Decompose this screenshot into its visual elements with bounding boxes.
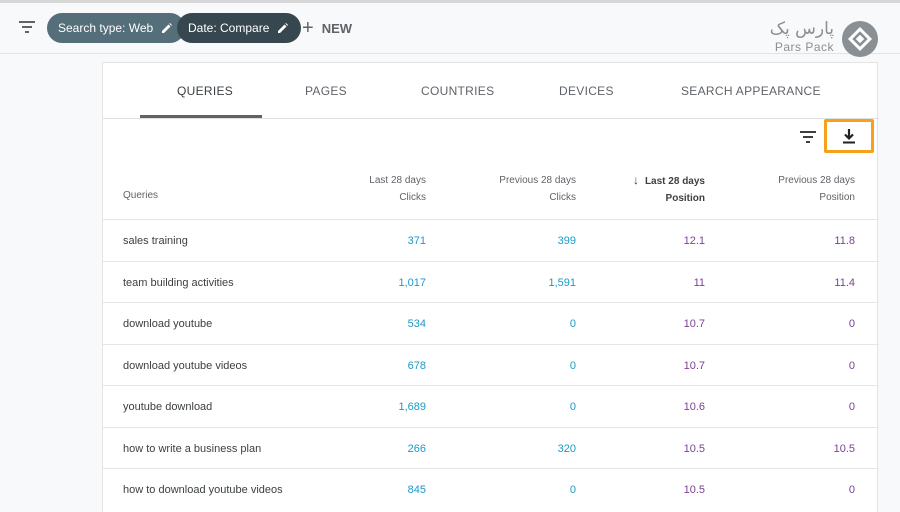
clicks-last28-cell: 845 [407, 484, 426, 496]
clicks-last28-cell: 266 [407, 442, 426, 455]
logo-text-fa: پارس پک [769, 19, 834, 39]
search-type-chip-label: Search type: Web [58, 21, 154, 35]
position-last28-cell: 11 [693, 276, 705, 289]
search-type-chip[interactable]: Search type: Web [47, 13, 186, 43]
filter-icon[interactable] [18, 19, 36, 35]
tab-search-appearance[interactable]: SEARCH APPEARANCE [681, 84, 821, 98]
table-row[interactable]: download youtube 534 0 10.7 0 [103, 302, 879, 344]
query-cell: sales training [123, 235, 188, 247]
header-queries: Queries [123, 190, 159, 201]
header-metric: Clicks [399, 192, 426, 203]
query-cell: how to write a business plan [123, 442, 262, 455]
position-prev28-cell: 0 [848, 401, 855, 413]
position-prev28-cell: 10.5 [833, 442, 855, 455]
query-cell: youtube download [123, 401, 213, 413]
clicks-prev28-cell: 0 [569, 484, 576, 496]
filter-bar: Search type: Web Date: Compare + NEW پار… [0, 0, 900, 57]
header-period: Last 28 days [369, 175, 426, 186]
clicks-prev28-cell: 1,591 [548, 276, 576, 289]
tab-countries[interactable]: COUNTRIES [421, 84, 495, 98]
tab-pages[interactable]: PAGES [305, 84, 347, 98]
header-prev28-clicks[interactable]: Previous 28 days Clicks [436, 172, 576, 206]
logo-mark-icon [842, 21, 878, 57]
clicks-last28-cell: 1,689 [398, 401, 426, 413]
position-last28-cell: 12.1 [683, 235, 705, 247]
clicks-prev28-cell: 320 [557, 442, 576, 455]
edit-icon[interactable] [277, 22, 289, 34]
table-row[interactable]: sales training 371 399 12.1 11.8 [103, 219, 879, 261]
header-metric: Position [665, 193, 705, 204]
active-tab-indicator [140, 115, 262, 118]
position-prev28-cell: 0 [848, 484, 855, 496]
parspack-logo: پارس پک Pars Pack [766, 19, 878, 59]
new-filter-label: NEW [321, 20, 353, 36]
clicks-prev28-cell: 0 [569, 318, 576, 330]
position-last28-cell: 10.5 [683, 484, 705, 496]
table-row[interactable]: youtube download 1,689 0 10.6 0 [103, 385, 879, 427]
clicks-last28-cell: 534 [407, 318, 426, 330]
table-row[interactable]: how to download youtube videos 845 0 10.… [103, 468, 879, 510]
position-last28-cell: 10.5 [683, 442, 705, 455]
clicks-last28-cell: 1,017 [398, 276, 426, 289]
clicks-last28-cell: 371 [407, 235, 426, 247]
logo-text-en: Pars Pack [774, 40, 834, 54]
position-prev28-cell: 11.4 [834, 276, 855, 289]
header-metric: Clicks [549, 192, 576, 203]
position-prev28-cell: 11.8 [834, 235, 855, 247]
query-cell: team building activities [123, 276, 234, 289]
new-filter-button[interactable]: + NEW [302, 17, 353, 39]
clicks-last28-cell: 678 [407, 359, 426, 372]
table-row[interactable]: download youtube videos 678 0 10.7 0 [103, 343, 879, 386]
dimension-tabs: QUERIES PAGES COUNTRIES DEVICES SEARCH A… [103, 63, 879, 119]
header-last28-clicks[interactable]: Last 28 days Clicks [306, 172, 426, 206]
download-icon [843, 128, 855, 143]
table-row[interactable]: team building activities 1,017 1,591 11 … [103, 260, 879, 303]
date-compare-chip[interactable]: Date: Compare [177, 13, 302, 43]
tab-devices[interactable]: DEVICES [559, 84, 614, 98]
table-row[interactable]: how to write a business plan 266 320 10.… [103, 426, 879, 469]
clicks-prev28-cell: 0 [569, 401, 576, 413]
export-button[interactable] [824, 119, 874, 153]
edit-icon[interactable] [161, 22, 173, 34]
performance-table-card: QUERIES PAGES COUNTRIES DEVICES SEARCH A… [102, 62, 879, 512]
tab-queries[interactable]: QUERIES [177, 84, 234, 98]
position-last28-cell: 10.6 [683, 401, 705, 413]
header-period: Last 28 days [644, 176, 705, 187]
header-period: Previous 28 days [778, 175, 855, 186]
date-chip-label: Date: Compare [188, 21, 270, 35]
query-cell: how to download youtube videos [123, 484, 283, 496]
header-prev28-position[interactable]: Previous 28 days Position [715, 172, 855, 206]
query-cell: download youtube [123, 318, 213, 330]
position-prev28-cell: 0 [848, 359, 855, 372]
query-cell: download youtube videos [123, 359, 248, 372]
position-prev28-cell: 0 [848, 318, 855, 330]
plus-icon: + [302, 17, 314, 39]
filter-rows-icon[interactable] [800, 130, 816, 144]
header-metric: Position [819, 192, 855, 203]
header-period: Previous 28 days [499, 175, 576, 186]
sort-descending-icon: ↓ [632, 173, 639, 187]
clicks-prev28-cell: 0 [569, 359, 576, 372]
table-body: sales training 371 399 12.1 11.8 team bu… [103, 219, 879, 510]
header-last28-position[interactable]: ↓ Last 28 days Position [585, 172, 705, 207]
clicks-prev28-cell: 399 [557, 235, 576, 247]
position-last28-cell: 10.7 [683, 318, 705, 330]
position-last28-cell: 10.7 [683, 359, 705, 372]
